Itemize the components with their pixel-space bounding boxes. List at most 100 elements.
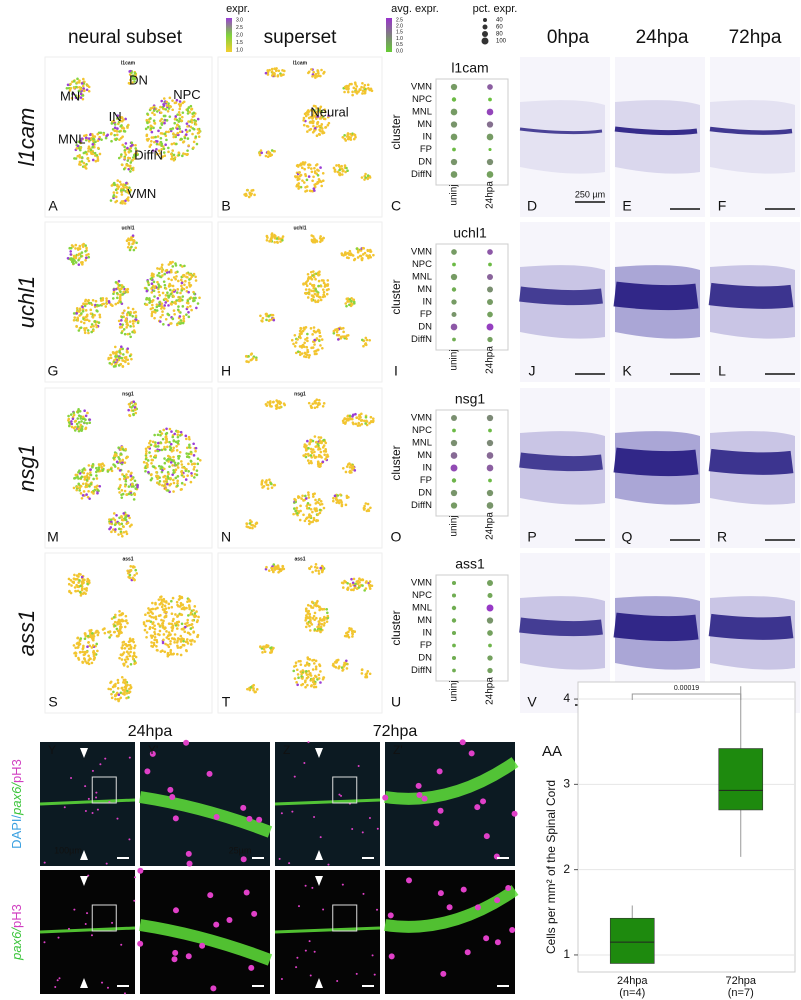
- umap-point: [266, 236, 269, 239]
- umap-point: [151, 131, 154, 134]
- umap-point: [158, 614, 161, 617]
- umap-point: [317, 570, 320, 573]
- umap-point: [125, 163, 128, 166]
- umap-point: [306, 185, 309, 188]
- umap-point: [84, 637, 87, 640]
- dot: [451, 415, 457, 421]
- umap-point: [77, 575, 80, 578]
- umap-point: [312, 493, 315, 496]
- panel-letter: I: [394, 363, 398, 379]
- umap-point: [315, 519, 318, 522]
- umap-point: [357, 422, 360, 425]
- umap-point: [165, 298, 168, 301]
- umap-point: [186, 455, 189, 458]
- umap-point: [88, 137, 91, 140]
- ph3: [240, 805, 246, 811]
- umap-point: [127, 246, 130, 249]
- umap-point: [340, 499, 343, 502]
- umap-point: [84, 632, 87, 635]
- umap-point: [126, 456, 129, 459]
- umap-point: [355, 416, 358, 419]
- cluster-tick: IN: [423, 463, 433, 474]
- umap-point: [87, 253, 90, 256]
- umap-point: [92, 137, 95, 140]
- umap-point: [332, 497, 335, 500]
- umap-point: [307, 604, 310, 607]
- umap-point: [80, 477, 83, 480]
- umap-point: [88, 464, 91, 467]
- umap-point: [308, 462, 311, 465]
- dot: [487, 109, 494, 116]
- umap-point: [305, 115, 308, 118]
- umap-point: [125, 153, 128, 156]
- umap-point: [314, 612, 317, 615]
- umap-point: [352, 298, 355, 301]
- umap-point: [318, 399, 321, 402]
- umap-point: [151, 612, 154, 615]
- umap-point: [160, 111, 163, 114]
- umap-point: [131, 477, 134, 480]
- umap-point: [173, 309, 176, 312]
- umap-point: [180, 635, 183, 638]
- umap-point: [163, 273, 166, 276]
- umap-point: [78, 314, 81, 317]
- umap-point: [310, 448, 313, 451]
- cluster-label: VMN: [127, 186, 156, 201]
- umap-point: [114, 346, 117, 349]
- umap-point: [76, 319, 79, 322]
- umap-point: [317, 299, 320, 302]
- ph3: [305, 950, 307, 952]
- umap-point: [341, 505, 344, 508]
- umap-point: [96, 310, 99, 313]
- umap-point: [317, 174, 320, 177]
- umap-point: [122, 689, 125, 692]
- column-header: superset: [264, 27, 338, 48]
- umap-point: [195, 307, 198, 310]
- umap-point: [114, 519, 117, 522]
- umap-point: [144, 613, 147, 616]
- umap-point: [317, 70, 320, 73]
- umap-point: [319, 130, 322, 133]
- umap-point: [170, 279, 173, 282]
- dot: [487, 593, 492, 598]
- umap-point: [156, 303, 159, 306]
- ph3: [374, 974, 376, 976]
- umap-point: [306, 440, 309, 443]
- umap-point: [87, 84, 90, 87]
- umap-point: [305, 444, 308, 447]
- umap-point: [343, 418, 346, 421]
- umap-point: [85, 493, 88, 496]
- umap-point: [108, 636, 111, 639]
- umap-point: [122, 293, 125, 296]
- umap-point: [301, 352, 304, 355]
- umap-point: [314, 74, 317, 77]
- panel-letter: C: [391, 198, 401, 214]
- column-header: neural subset: [68, 27, 183, 48]
- umap-point: [164, 284, 167, 287]
- umap-point: [134, 662, 137, 665]
- umap-point: [121, 164, 124, 167]
- umap-point: [167, 489, 170, 492]
- umap-point: [162, 638, 165, 641]
- umap-point: [86, 153, 89, 156]
- umap-point: [71, 258, 74, 261]
- umap-point: [163, 457, 166, 460]
- cluster-label: NPC: [173, 87, 200, 102]
- umap-point: [311, 179, 314, 182]
- umap-point: [151, 645, 154, 648]
- umap-point: [162, 429, 165, 432]
- umap-point: [146, 290, 149, 293]
- umap-point: [78, 310, 81, 313]
- umap-point: [320, 436, 323, 439]
- umap-point: [307, 276, 310, 279]
- umap-point: [119, 523, 122, 526]
- cluster-tick: VMN: [411, 578, 432, 589]
- dot: [487, 630, 493, 636]
- umap-point: [265, 313, 268, 316]
- umap-point: [349, 415, 352, 418]
- umap-point: [306, 125, 309, 128]
- umap-point: [151, 459, 154, 462]
- umap-point: [313, 662, 316, 665]
- umap-point: [259, 154, 262, 157]
- umap-point: [95, 486, 98, 489]
